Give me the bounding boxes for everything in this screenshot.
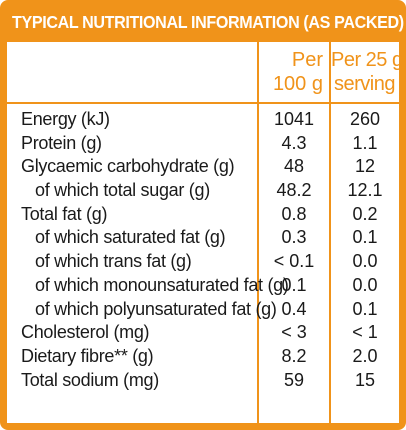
value-per-serving: 2.0: [352, 345, 378, 366]
nutrient-label: Total sodium (mg): [21, 369, 159, 390]
table-row: of which total sugar (g) 48.2 12.1: [7, 179, 399, 203]
value-per-100g: 0.8: [281, 203, 307, 224]
nutrient-label: of which polyunsaturated fat (g): [35, 298, 277, 319]
nutrient-label: Total fat (g): [21, 203, 108, 224]
nutrition-table: Per 100 g Per 25 g serving Energy (kJ) 10…: [7, 42, 403, 423]
column-divider-2: [329, 42, 331, 423]
value-per-100g: 48.2: [276, 180, 312, 201]
nutrient-label: of which monounsaturated fat (g): [35, 274, 289, 295]
value-per-serving: 15: [354, 369, 376, 390]
value-per-serving: 12.1: [347, 180, 383, 201]
header-per-100g-line1: Per: [291, 49, 323, 71]
value-per-100g: 8.2: [281, 345, 307, 366]
table-row: Dietary fibre** (g) 8.2 2.0: [7, 345, 399, 369]
nutrient-rows: Energy (kJ) 1041 260 Protein (g) 4.3 1.1 Gly…: [7, 108, 399, 392]
panel-title: TYPICAL NUTRITIONAL INFORMATION (AS PACK…: [12, 12, 404, 32]
nutrient-label: Cholesterol (mg): [21, 322, 150, 343]
table-row: of which trans fat (g) < 0.1 0.0: [7, 250, 399, 274]
value-per-100g: 4.3: [281, 132, 307, 153]
header-per-100g: Per 100 g: [259, 42, 329, 104]
value-per-100g: < 3: [281, 322, 307, 343]
nutrient-label: Energy (kJ): [21, 109, 110, 129]
table-row: Glycaemic carbohydrate (g) 48 12: [7, 155, 399, 179]
value-per-serving: 0.1: [352, 227, 378, 248]
value-per-serving: 0.1: [352, 298, 378, 319]
value-per-serving: 0.0: [352, 274, 378, 295]
header-per-serving-line1: Per 25 g: [331, 49, 403, 71]
table-row: Total sodium (mg) 59 15: [7, 369, 399, 393]
nutrient-label: Dietary fibre** (g): [21, 345, 154, 366]
value-per-serving: 260: [349, 109, 381, 129]
value-per-100g: 1041: [273, 109, 315, 129]
value-per-100g: 0.4: [281, 298, 307, 319]
table-row: Protein (g) 4.3 1.1: [7, 132, 399, 156]
table-row: of which monounsaturated fat (g) 0.1 0.0: [7, 274, 399, 298]
nutrient-label: Protein (g): [21, 132, 102, 153]
header-per-serving: Per 25 g serving: [331, 42, 403, 104]
nutrient-label: Glycaemic carbohydrate (g): [21, 156, 235, 177]
nutrient-label: of which saturated fat (g): [35, 227, 226, 248]
table-row: Cholesterol (mg) < 3 < 1: [7, 321, 399, 345]
table-row: of which polyunsaturated fat (g) 0.4 0.1: [7, 298, 399, 322]
nutrient-label: of which total sugar (g): [35, 180, 210, 201]
value-per-serving: 0.2: [352, 203, 378, 224]
table-row: Energy (kJ) 1041 260: [7, 108, 399, 132]
value-per-100g: 0.1: [281, 274, 307, 295]
column-divider-1: [257, 42, 259, 423]
table-row: Total fat (g) 0.8 0.2: [7, 203, 399, 227]
value-per-100g: < 0.1: [273, 251, 315, 272]
value-per-serving: 12: [354, 156, 376, 177]
value-per-serving: 0.0: [352, 251, 378, 272]
value-per-serving: < 1: [352, 322, 378, 343]
value-per-100g: 48: [283, 156, 305, 177]
value-per-100g: 0.3: [281, 227, 307, 248]
table-row: of which saturated fat (g) 0.3 0.1: [7, 226, 399, 250]
value-per-100g: 59: [283, 369, 305, 390]
header-label-cell: [7, 42, 257, 104]
header-per-serving-line2: serving: [334, 73, 395, 95]
header-per-100g-line2: 100 g: [272, 73, 323, 95]
value-per-serving: 1.1: [352, 132, 378, 153]
nutrient-label: of which trans fat (g): [35, 251, 192, 272]
